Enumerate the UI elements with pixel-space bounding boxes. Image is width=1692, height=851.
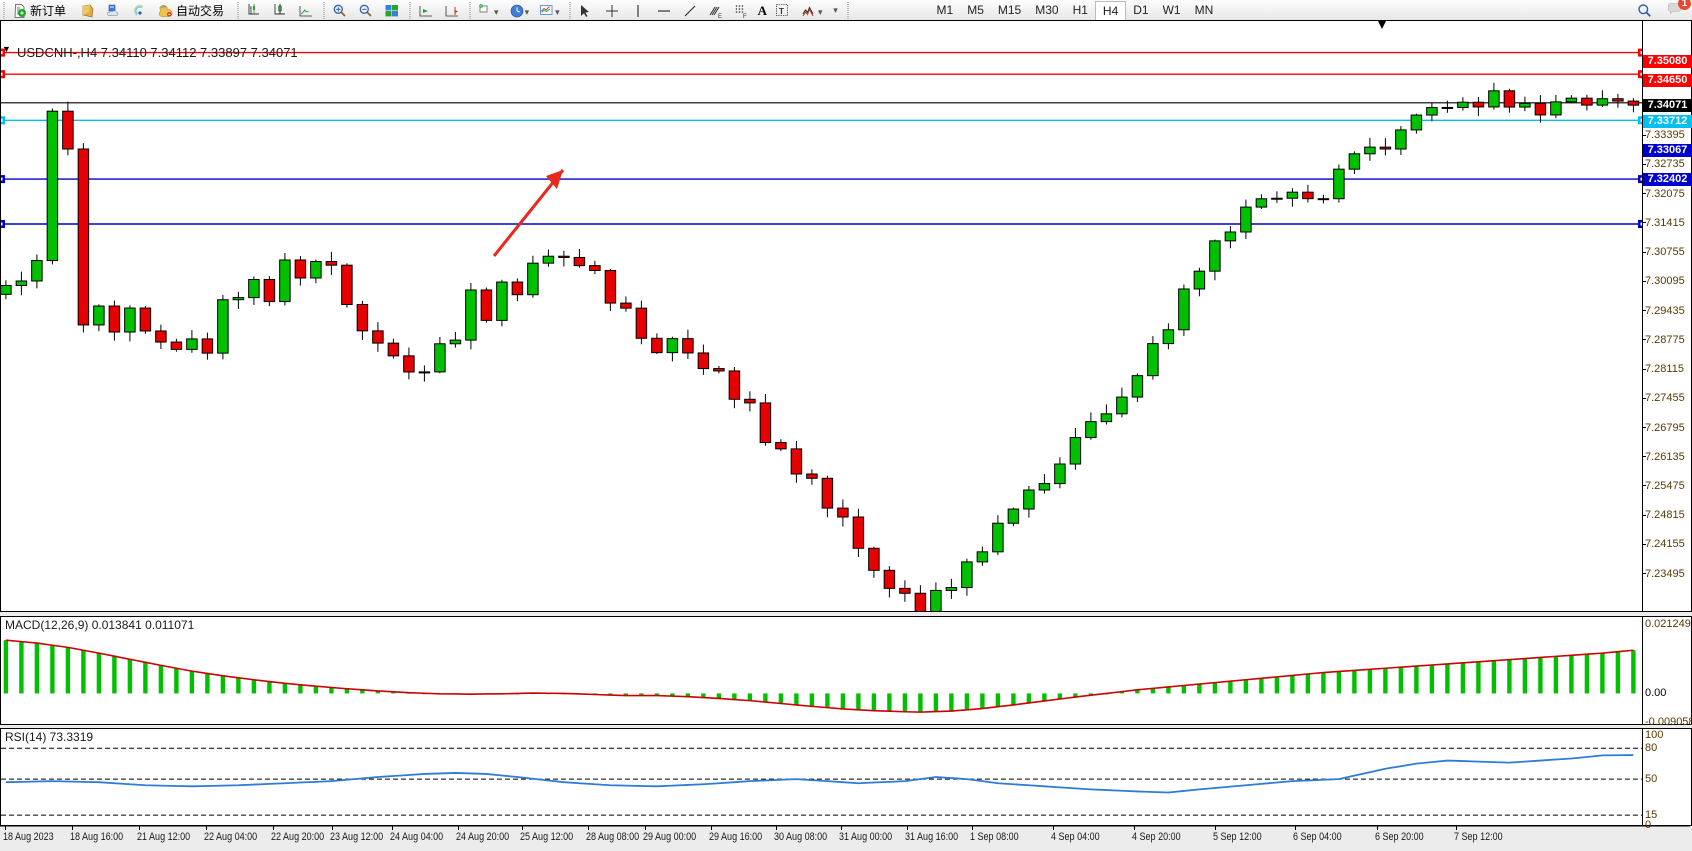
- svg-text:F: F: [743, 14, 747, 19]
- svg-text:E: E: [718, 14, 722, 19]
- svg-text:T: T: [779, 7, 784, 16]
